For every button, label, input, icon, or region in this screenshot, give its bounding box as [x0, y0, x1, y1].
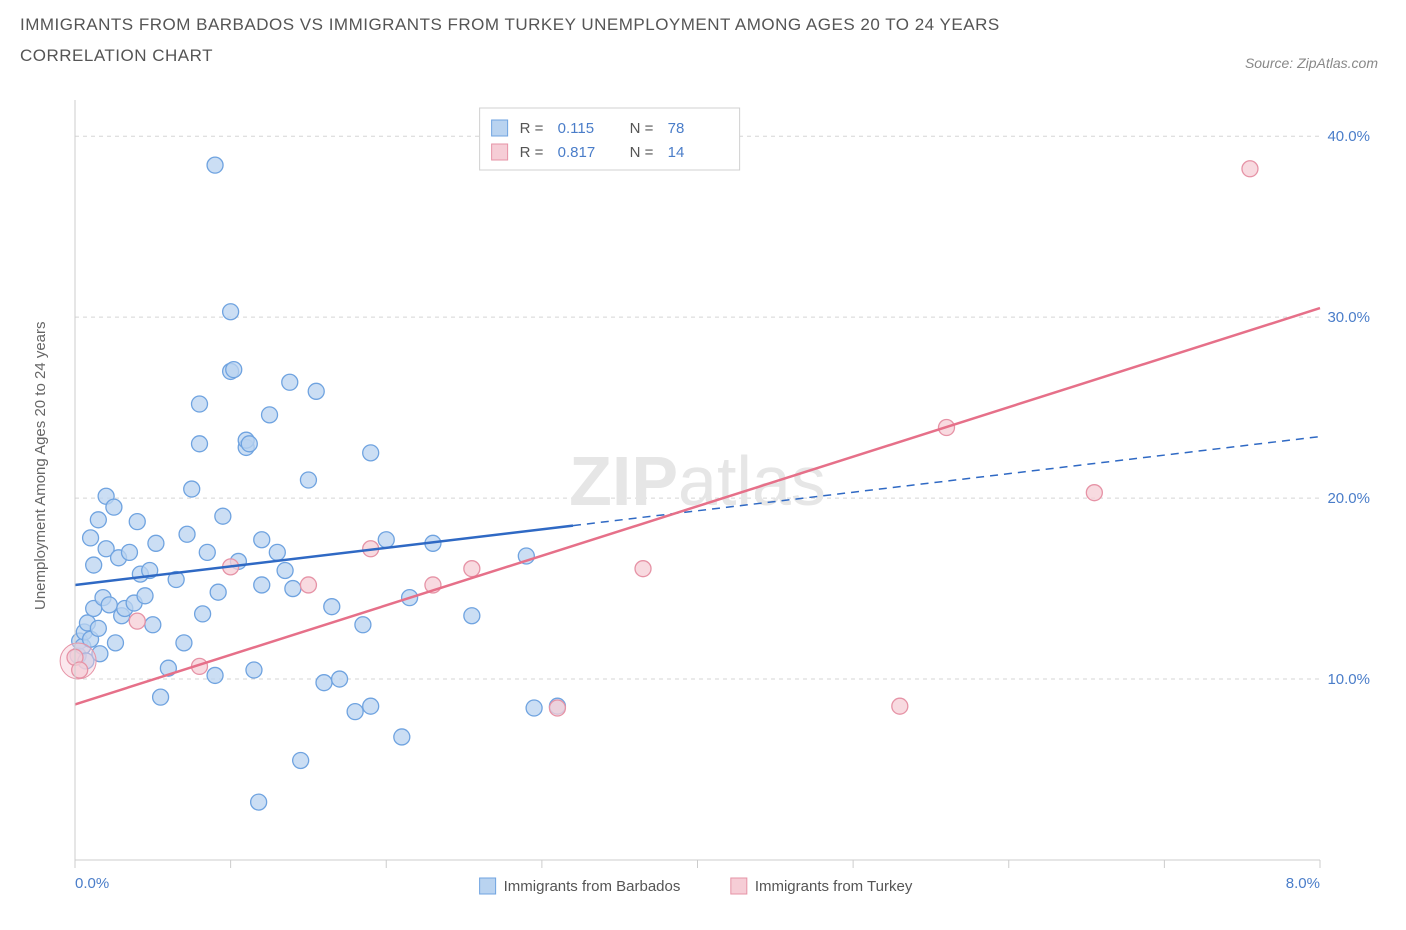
scatter-point: [192, 436, 208, 452]
scatter-point: [262, 407, 278, 423]
bottom-legend-label: Immigrants from Barbados: [504, 878, 681, 895]
scatter-point: [892, 698, 908, 714]
scatter-point: [223, 304, 239, 320]
scatter-point: [316, 675, 332, 691]
x-tick-label: 0.0%: [75, 875, 109, 892]
scatter-point: [106, 499, 122, 515]
legend-n-label: N =: [630, 120, 654, 137]
legend-box: [480, 108, 740, 170]
scatter-point: [254, 532, 270, 548]
scatter-point: [251, 794, 267, 810]
scatter-point: [332, 671, 348, 687]
legend-n-value: 78: [668, 120, 685, 137]
scatter-point: [192, 396, 208, 412]
scatter-point: [282, 374, 298, 390]
scatter-point: [363, 445, 379, 461]
scatter-point: [137, 588, 153, 604]
scatter-point: [549, 700, 565, 716]
scatter-point: [464, 608, 480, 624]
bottom-legend-swatch: [480, 878, 496, 894]
scatter-point: [635, 561, 651, 577]
watermark: ZIPatlas: [569, 442, 826, 520]
scatter-point: [355, 617, 371, 633]
legend-r-value: 0.115: [558, 120, 594, 137]
scatter-point: [226, 362, 242, 378]
scatter-point: [363, 698, 379, 714]
y-tick-label: 40.0%: [1327, 128, 1370, 145]
scatter-point: [90, 620, 106, 636]
scatter-point: [72, 662, 88, 678]
scatter-point: [215, 508, 231, 524]
scatter-point: [378, 532, 394, 548]
scatter-point: [246, 662, 262, 678]
scatter-point: [199, 544, 215, 560]
legend-swatch: [492, 144, 508, 160]
legend-n-label: N =: [630, 144, 654, 161]
scatter-point: [129, 613, 145, 629]
trend-line: [75, 526, 573, 585]
scatter-point: [153, 689, 169, 705]
scatter-point: [241, 436, 257, 452]
scatter-point: [207, 157, 223, 173]
scatter-point: [195, 606, 211, 622]
scatter-point: [83, 530, 99, 546]
scatter-point: [121, 544, 137, 560]
scatter-point: [285, 581, 301, 597]
scatter-point: [145, 617, 161, 633]
scatter-point: [269, 544, 285, 560]
scatter-chart: ZIPatlas 0.0% 8.0% 10.0% 20.0% 30.0% 40.0% Unem…: [20, 100, 1386, 910]
scatter-point: [293, 752, 309, 768]
scatter-point: [107, 635, 123, 651]
y-axis-title: Unemployment Among Ages 20 to 24 years: [32, 321, 49, 610]
y-tick-label: 10.0%: [1327, 671, 1370, 688]
scatter-point: [184, 481, 200, 497]
scatter-point: [86, 557, 102, 573]
scatter-point: [464, 561, 480, 577]
legend-n-value: 14: [668, 144, 685, 161]
bottom-legend-swatch: [731, 878, 747, 894]
scatter-point: [300, 577, 316, 593]
scatter-point: [210, 584, 226, 600]
trend-line: [75, 308, 1320, 704]
scatter-point: [277, 562, 293, 578]
source-label: Source: ZipAtlas.com: [1245, 55, 1378, 71]
scatter-point: [207, 667, 223, 683]
scatter-point: [394, 729, 410, 745]
scatter-point: [129, 514, 145, 530]
scatter-point: [176, 635, 192, 651]
scatter-point: [254, 577, 270, 593]
legend-r-label: R =: [520, 144, 544, 161]
legend-swatch: [492, 120, 508, 136]
chart-container: ZIPatlas 0.0% 8.0% 10.0% 20.0% 30.0% 40.0% Unem…: [20, 100, 1386, 910]
bottom-legend-label: Immigrants from Turkey: [755, 878, 913, 895]
y-tick-label: 20.0%: [1327, 490, 1370, 507]
scatter-point: [300, 472, 316, 488]
scatter-point: [90, 512, 106, 528]
scatter-point: [324, 599, 340, 615]
scatter-point: [179, 526, 195, 542]
chart-title: IMMIGRANTS FROM BARBADOS VS IMMIGRANTS F…: [20, 10, 1120, 71]
x-tick-label: 8.0%: [1286, 875, 1320, 892]
scatter-point: [148, 535, 164, 551]
y-tick-label: 30.0%: [1327, 309, 1370, 326]
scatter-point: [308, 383, 324, 399]
scatter-point: [347, 704, 363, 720]
legend-r-value: 0.817: [558, 144, 596, 161]
legend-r-label: R =: [520, 120, 544, 137]
scatter-point: [1086, 485, 1102, 501]
scatter-point: [526, 700, 542, 716]
scatter-point: [1242, 161, 1258, 177]
